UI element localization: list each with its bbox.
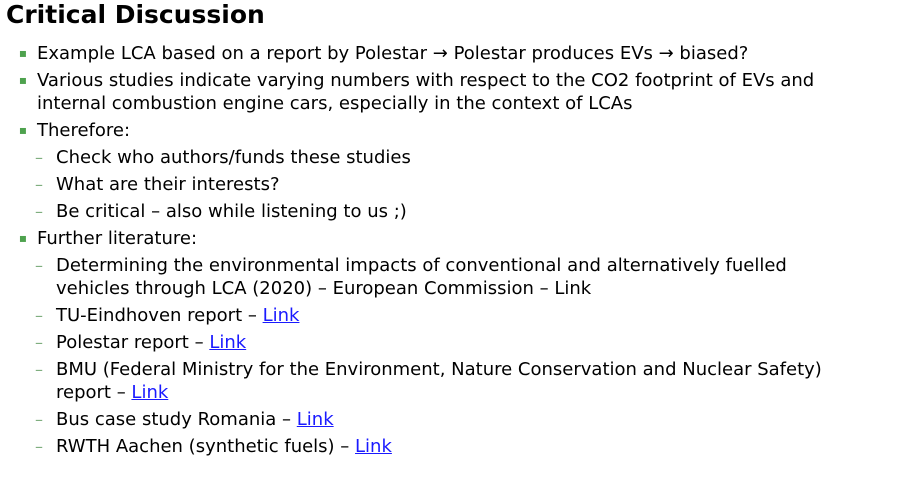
literature-text: report – [56, 382, 132, 403]
bullet-text-line-1: Various studies indicate varying numbers… [37, 70, 815, 91]
dash-bullet-icon: – [35, 437, 43, 456]
dash-bullet-icon: – [35, 306, 43, 325]
dash-bullet-icon: – [35, 148, 43, 167]
literature-item-bus-romania: – Bus case study Romania – Link [0, 408, 913, 431]
slide-title: Critical Discussion [6, 0, 265, 29]
literature-text: Bus case study Romania – [56, 409, 297, 430]
literature-sub-list: – Determining the environmental impacts … [0, 254, 913, 458]
literature-text: Polestar report – [56, 332, 210, 353]
bmu-link[interactable]: Link [131, 382, 169, 403]
dash-bullet-icon: – [35, 360, 43, 379]
dash-bullet-icon: – [35, 410, 43, 429]
literature-text-line-1: Determining the environmental impacts of… [56, 255, 787, 276]
sub-item-text: Check who authors/funds these studies [56, 147, 411, 168]
literature-text: RWTH Aachen (synthetic fuels) – [56, 436, 356, 457]
literature-text-line-2: vehicles through LCA (2020) – European C… [56, 278, 592, 299]
bullet-text: Further literature: [37, 228, 198, 249]
sub-item: – Check who authors/funds these studies [0, 146, 913, 169]
therefore-sub-list: – Check who authors/funds these studies … [0, 146, 913, 223]
bullet-text: Example LCA based on a report by Polesta… [37, 43, 749, 64]
dash-bullet-icon: – [35, 175, 43, 194]
literature-item-tu-eindhoven: – TU-Eindhoven report – Link [0, 304, 913, 327]
bullet-item-example-lca: ▪ Example LCA based on a report by Poles… [0, 42, 913, 65]
tu-eindhoven-link[interactable]: Link [262, 305, 300, 326]
sub-item-text: Be critical – also while listening to us… [56, 201, 407, 222]
bullet-item-further-literature: ▪ Further literature: [0, 227, 913, 250]
literature-item-rwth-aachen: – RWTH Aachen (synthetic fuels) – Link [0, 435, 913, 458]
dash-bullet-icon: – [35, 256, 43, 275]
dash-bullet-icon: – [35, 202, 43, 221]
literature-item-bmu: – BMU (Federal Ministry for the Environm… [0, 358, 913, 404]
bullet-item-various-studies: ▪ Various studies indicate varying numbe… [0, 69, 913, 115]
literature-text-line-1: BMU (Federal Ministry for the Environmen… [56, 359, 822, 380]
rwth-aachen-link[interactable]: Link [355, 436, 392, 457]
bullet-text: Therefore: [37, 120, 131, 141]
square-bullet-icon: ▪ [18, 46, 28, 60]
square-bullet-icon: ▪ [18, 231, 28, 245]
sub-item: – Be critical – also while listening to … [0, 200, 913, 223]
square-bullet-icon: ▪ [18, 123, 28, 137]
literature-item-polestar: – Polestar report – Link [0, 331, 913, 354]
bullet-list: ▪ Example LCA based on a report by Poles… [0, 42, 913, 462]
literature-text: TU-Eindhoven report – [56, 305, 263, 326]
literature-item-european-commission: – Determining the environmental impacts … [0, 254, 913, 300]
bullet-text-line-2: internal combustion engine cars, especia… [37, 93, 633, 114]
polestar-link[interactable]: Link [209, 332, 247, 353]
dash-bullet-icon: – [35, 333, 43, 352]
sub-item-text: What are their interests? [56, 174, 280, 195]
literature-text-line-2: report – Link [56, 381, 913, 404]
bullet-item-therefore: ▪ Therefore: [0, 119, 913, 142]
sub-item: – What are their interests? [0, 173, 913, 196]
bus-case-study-link[interactable]: Link [296, 409, 334, 430]
square-bullet-icon: ▪ [18, 73, 28, 87]
